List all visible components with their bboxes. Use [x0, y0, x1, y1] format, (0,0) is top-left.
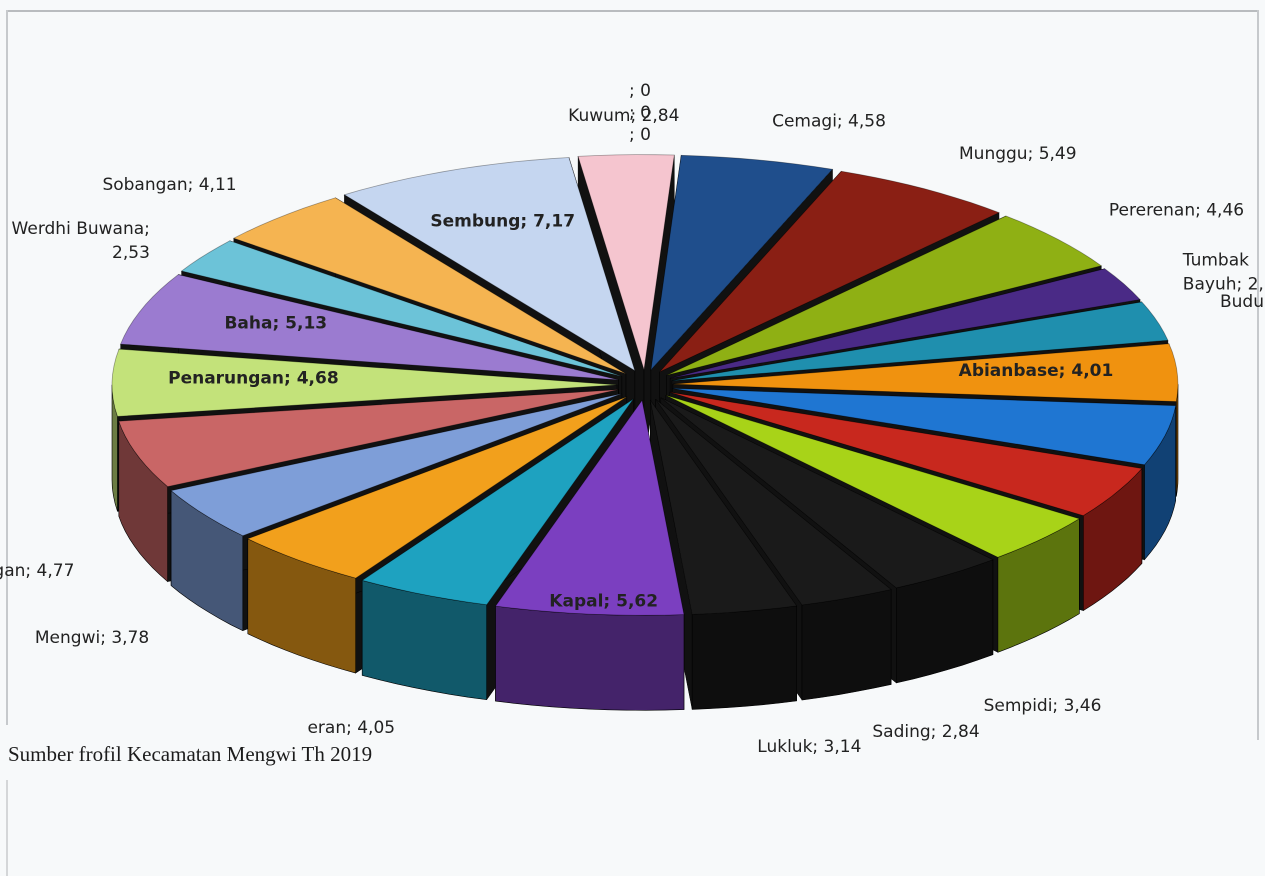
pie-slice-top — [361, 398, 634, 606]
pie-slice-top — [650, 154, 834, 372]
pie-slice-top — [666, 215, 1103, 376]
slice-label: Baha; 5,13 — [224, 313, 327, 333]
slice-label: Mengwi; 3,78 — [35, 628, 149, 648]
slice-label: Gulingan; 4,77 — [0, 561, 74, 581]
source-note: Sumber frofil Kecamatan Mengwi Th 2019 — [8, 742, 373, 766]
slice-label: Werdhi Buwana; 2,53 — [12, 219, 150, 263]
pie-slice-top — [494, 399, 685, 616]
pie-slice-top — [111, 348, 618, 417]
slice-label: eran; 4,05 — [307, 718, 395, 738]
pie-slice-top — [119, 274, 619, 381]
slice-label: Buduk; 2,77 — [1220, 292, 1265, 312]
zero-value-label: ; 0 — [629, 81, 651, 101]
pie-slice-top — [672, 343, 1179, 402]
pie-slice-top — [343, 157, 636, 372]
pie-slice-top — [665, 394, 1080, 558]
pie-slice-side — [801, 589, 892, 701]
frame-border-left-lower — [6, 780, 8, 876]
slice-label: Sobangan; 4,11 — [102, 175, 236, 195]
frame-border-left — [6, 10, 8, 725]
pie-slice-top — [180, 240, 622, 377]
pie-slice-top — [671, 301, 1169, 382]
slice-label: Munggu; 5,49 — [959, 144, 1077, 164]
slice-label: Sempidi; 3,46 — [984, 696, 1102, 716]
pie-slice-side — [1176, 384, 1179, 497]
pie-slice-top — [649, 399, 797, 615]
slice-label: Kapal; 5,62 — [549, 592, 658, 612]
pie-slice — [494, 399, 685, 711]
pie-slice-top — [670, 268, 1141, 379]
pie-slice-top — [577, 154, 675, 370]
pie-slice-side — [997, 518, 1080, 653]
pie-slice-side — [118, 421, 168, 583]
zero-value-label: ; 0 — [629, 103, 651, 123]
pie-slice-top — [246, 396, 628, 579]
pie-slice-side — [170, 489, 244, 632]
pie-slice-side — [495, 605, 685, 711]
slice-label: Cemagi; 4,58 — [772, 112, 886, 132]
pie-slice-side — [691, 605, 797, 710]
slice-label: Abianbase; 4,01 — [959, 361, 1114, 381]
pie-slice-top — [669, 391, 1143, 517]
frame-border-right — [1257, 10, 1259, 740]
pie-slice-top — [655, 398, 892, 606]
pie-slice-side — [361, 580, 487, 701]
pie-slice-top — [660, 397, 994, 589]
pie-slice-top — [118, 389, 619, 488]
pie-slice-top — [233, 197, 627, 375]
frame-border-top — [6, 10, 1259, 12]
zero-value-label: ; 0 — [629, 125, 651, 145]
pie-slice-top — [659, 170, 1001, 373]
slice-label: Lukluk; 3,14 — [757, 737, 861, 757]
slice-label: Sading; 2,84 — [872, 722, 979, 742]
pie-slice-top — [672, 387, 1177, 466]
pie-slice-top — [170, 393, 622, 537]
slice-label: Sembung; 7,17 — [430, 211, 575, 231]
slice-label: Penarungan; 4,68 — [168, 368, 339, 388]
slice-label: Kuwum; 2,84 — [568, 106, 679, 126]
slice-label: Pererenan; 4,46 — [1109, 201, 1244, 221]
